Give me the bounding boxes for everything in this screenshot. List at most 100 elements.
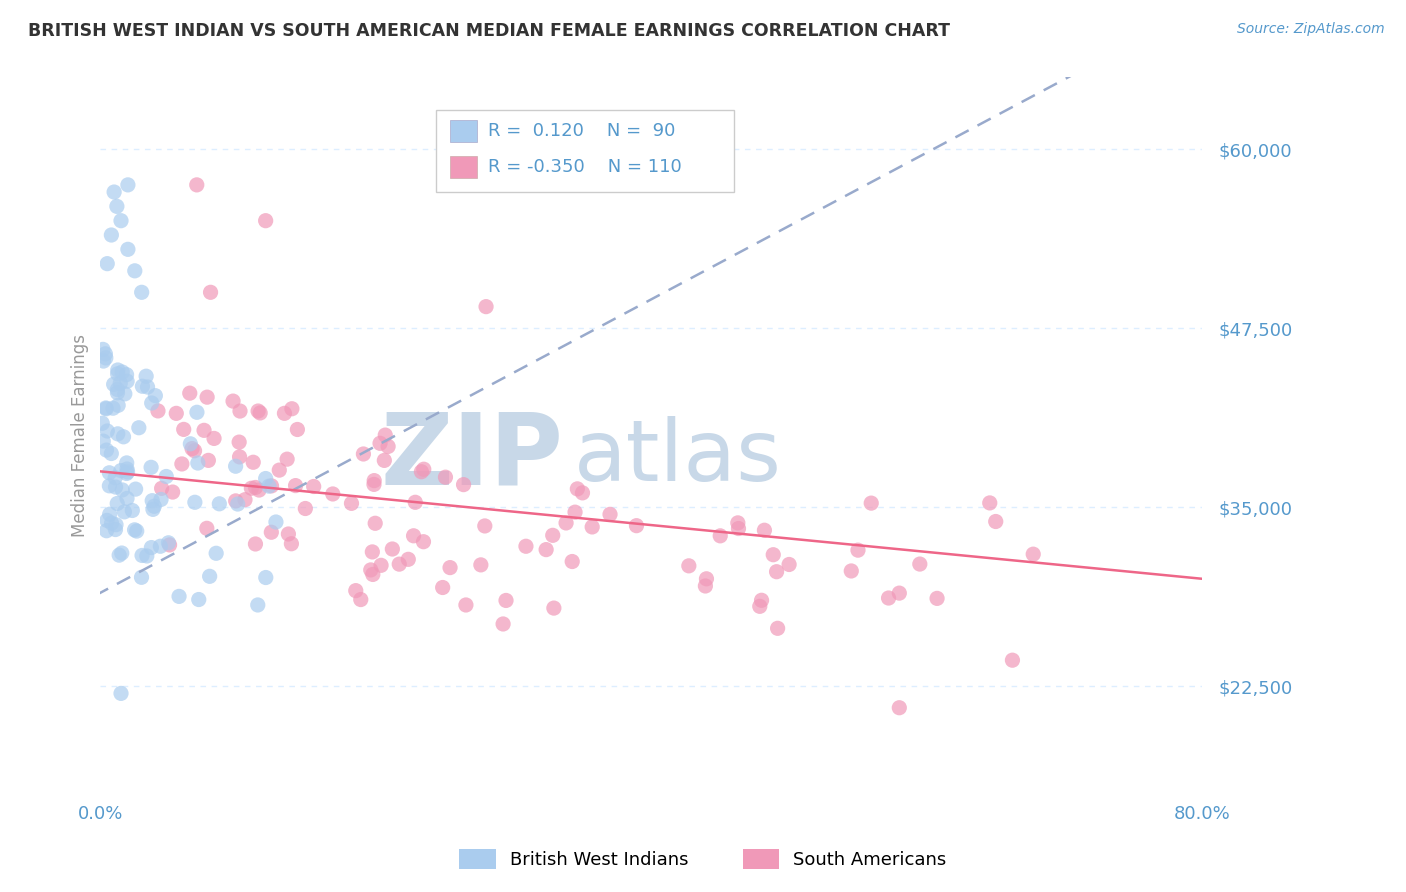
Point	[173, 422, 195, 436]
Point	[112, 430, 135, 444]
Point	[370, 558, 392, 573]
Point	[117, 465, 139, 479]
Point	[101, 401, 124, 416]
Text: Source: ZipAtlas.com: Source: ZipAtlas.com	[1237, 22, 1385, 37]
Point	[344, 583, 367, 598]
Point	[599, 508, 621, 522]
Point	[778, 558, 800, 572]
Point	[242, 455, 264, 469]
Point	[373, 453, 395, 467]
Point	[143, 500, 166, 514]
Point	[98, 466, 121, 480]
FancyBboxPatch shape	[436, 110, 734, 192]
Point	[229, 404, 252, 418]
Point	[361, 567, 384, 582]
Point	[727, 516, 749, 530]
Point	[111, 546, 134, 560]
Point	[187, 592, 209, 607]
Point	[412, 462, 434, 476]
Point	[93, 354, 115, 368]
Point	[246, 598, 269, 612]
Point	[754, 523, 776, 537]
Point	[115, 462, 138, 476]
Point	[925, 591, 948, 606]
Point	[142, 502, 165, 516]
Point	[260, 525, 283, 540]
Point	[543, 601, 565, 615]
Point	[402, 529, 425, 543]
Point	[377, 439, 399, 453]
Point	[105, 199, 128, 213]
Point	[143, 389, 166, 403]
Point	[411, 465, 433, 479]
Point	[762, 548, 785, 562]
Point	[495, 593, 517, 607]
Point	[117, 178, 139, 192]
Point	[136, 380, 159, 394]
Point	[205, 546, 228, 560]
Point	[105, 383, 128, 397]
Point	[626, 518, 648, 533]
Point	[96, 257, 118, 271]
Point	[115, 467, 138, 481]
Point	[141, 541, 163, 555]
Point	[200, 285, 222, 300]
Point	[146, 404, 169, 418]
Point	[249, 406, 271, 420]
Point	[104, 523, 127, 537]
Point	[108, 548, 131, 562]
Point	[984, 515, 1007, 529]
Point	[115, 368, 138, 382]
Point	[748, 599, 770, 614]
Y-axis label: Median Female Earnings: Median Female Earnings	[72, 334, 89, 537]
Point	[114, 387, 136, 401]
Point	[678, 558, 700, 573]
Point	[908, 557, 931, 571]
Point	[534, 542, 557, 557]
Point	[167, 590, 190, 604]
Point	[91, 434, 114, 449]
Point	[352, 447, 374, 461]
Point	[131, 570, 153, 584]
Point	[94, 351, 117, 365]
Point	[98, 479, 121, 493]
Point	[454, 598, 477, 612]
Point	[117, 243, 139, 257]
Point	[453, 477, 475, 491]
Point	[179, 437, 201, 451]
Point	[280, 537, 302, 551]
Point	[187, 456, 209, 470]
Point	[363, 477, 385, 491]
Point	[124, 523, 146, 537]
Point	[124, 264, 146, 278]
Point	[228, 450, 250, 464]
Point	[581, 520, 603, 534]
Point	[100, 516, 122, 530]
Point	[470, 558, 492, 572]
Point	[96, 401, 118, 416]
Point	[197, 453, 219, 467]
Point	[104, 471, 127, 485]
Point	[254, 213, 277, 227]
Point	[727, 522, 749, 536]
Point	[105, 496, 128, 510]
Point	[839, 564, 862, 578]
Point	[1001, 653, 1024, 667]
Point	[96, 443, 118, 458]
Point	[150, 481, 173, 495]
Point	[141, 396, 163, 410]
Point	[131, 549, 153, 563]
Point	[225, 459, 247, 474]
Point	[492, 617, 515, 632]
Point	[226, 497, 249, 511]
Point	[247, 483, 270, 497]
Point	[186, 405, 208, 419]
Point	[979, 496, 1001, 510]
Point	[368, 436, 391, 450]
Point	[860, 496, 883, 510]
Point	[150, 492, 173, 507]
Point	[264, 515, 287, 529]
Point	[695, 572, 717, 586]
Point	[107, 426, 129, 441]
Point	[179, 386, 201, 401]
